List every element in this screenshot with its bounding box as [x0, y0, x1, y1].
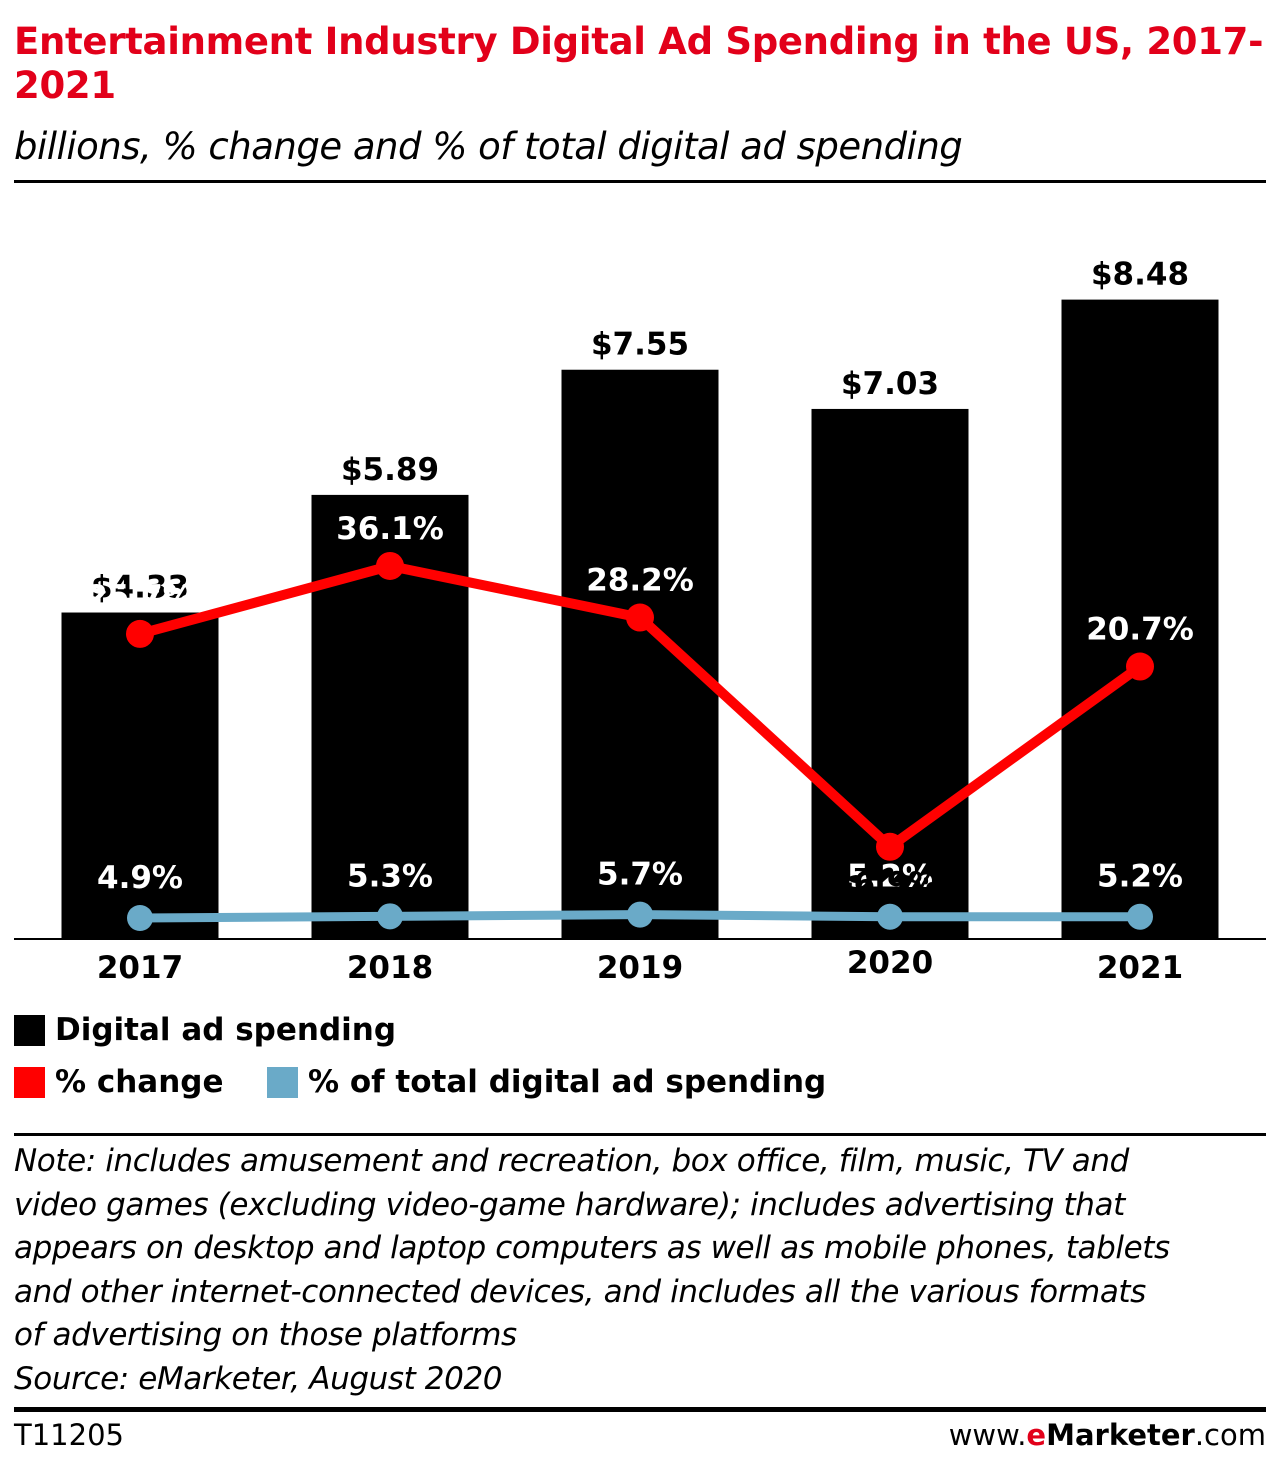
note-line: video games (excluding video-game hardwa…	[14, 1186, 1125, 1223]
legend-label-spending: Digital ad spending	[55, 1012, 397, 1048]
change-value-label: 28.2%	[586, 563, 694, 599]
x-tick-label: 2021	[1097, 950, 1183, 986]
bar-value-label: $5.89	[341, 452, 439, 488]
bar-value-label: $7.03	[841, 366, 939, 402]
legend-label-share: % of total digital ad spending	[308, 1064, 827, 1100]
note-line: and other internet-connected devices, an…	[14, 1273, 1146, 1310]
chart-note: Note: includes amusement and recreation,…	[14, 1140, 1264, 1401]
brand-name: Marketer	[1046, 1418, 1195, 1452]
share-point	[377, 903, 403, 930]
chart-area: $4.33 $5.89 $7.55 $7.03 $8.48 2017 2018 2019 202…	[14, 257, 1266, 986]
chart-title: Entertainment Industry Digital Ad Spendi…	[14, 20, 1264, 107]
change-point	[376, 551, 404, 580]
legend-swatch-change	[14, 1066, 45, 1098]
change-value-label: 20.7%	[1086, 612, 1194, 648]
x-tick-label: 2017	[97, 950, 183, 986]
bar	[561, 369, 719, 939]
bar-value-label: $4.33	[91, 570, 189, 606]
change-value-label: 25.7%	[86, 579, 194, 615]
legend-item-share: % of total digital ad spending	[267, 1064, 826, 1100]
change-value-label: 36.1%	[336, 511, 444, 547]
legend-swatch-spending	[14, 1014, 45, 1046]
change-point	[876, 832, 904, 861]
footer-divider	[14, 1407, 1266, 1412]
note-line: Note: includes amusement and recreation,…	[14, 1143, 1129, 1179]
change-point	[1126, 652, 1154, 681]
legend-item-spending: Digital ad spending	[14, 1012, 396, 1048]
x-tick-label: 2020	[847, 945, 933, 981]
x-tick-label: 2018	[347, 950, 433, 986]
share-value-label: 4.9%	[97, 860, 183, 896]
bar-value-label: $7.55	[591, 327, 689, 363]
brand-logo[interactable]: www.eMarketer.com	[949, 1418, 1266, 1452]
bar-value-label: $8.48	[1091, 257, 1189, 293]
bar	[61, 612, 219, 939]
share-point	[877, 903, 903, 930]
change-point	[126, 619, 154, 648]
title-divider	[14, 180, 1266, 183]
source-line: Source: eMarketer, August 2020	[14, 1360, 503, 1397]
chart-id: T11205	[14, 1418, 124, 1452]
brand-e: e	[1026, 1418, 1047, 1452]
legend-swatch-share	[267, 1066, 298, 1098]
share-point	[127, 905, 153, 931]
share-point	[627, 901, 653, 928]
share-value-label: 5.3%	[347, 858, 433, 894]
share-point	[1127, 903, 1153, 930]
brand-prefix: www.	[948, 1418, 1027, 1452]
bar	[1061, 299, 1219, 939]
share-value-label: 5.7%	[597, 857, 683, 893]
legend-label-change: % change	[55, 1064, 224, 1100]
note-line: of advertising on those platforms	[14, 1317, 517, 1353]
share-value-label: 5.2%	[847, 859, 933, 895]
x-tick-label: 2019	[597, 950, 683, 986]
legend-item-change: % change	[14, 1064, 224, 1100]
note-line: appears on desktop and laptop computers …	[14, 1230, 1170, 1266]
brand-suffix: .com	[1194, 1418, 1266, 1452]
chart-subtitle: billions, % change and % of total digita…	[14, 125, 963, 168]
share-value-label: 5.2%	[1097, 859, 1183, 895]
change-value-label: -6.9%	[841, 866, 940, 902]
note-divider	[14, 1133, 1266, 1136]
change-point	[626, 603, 654, 632]
